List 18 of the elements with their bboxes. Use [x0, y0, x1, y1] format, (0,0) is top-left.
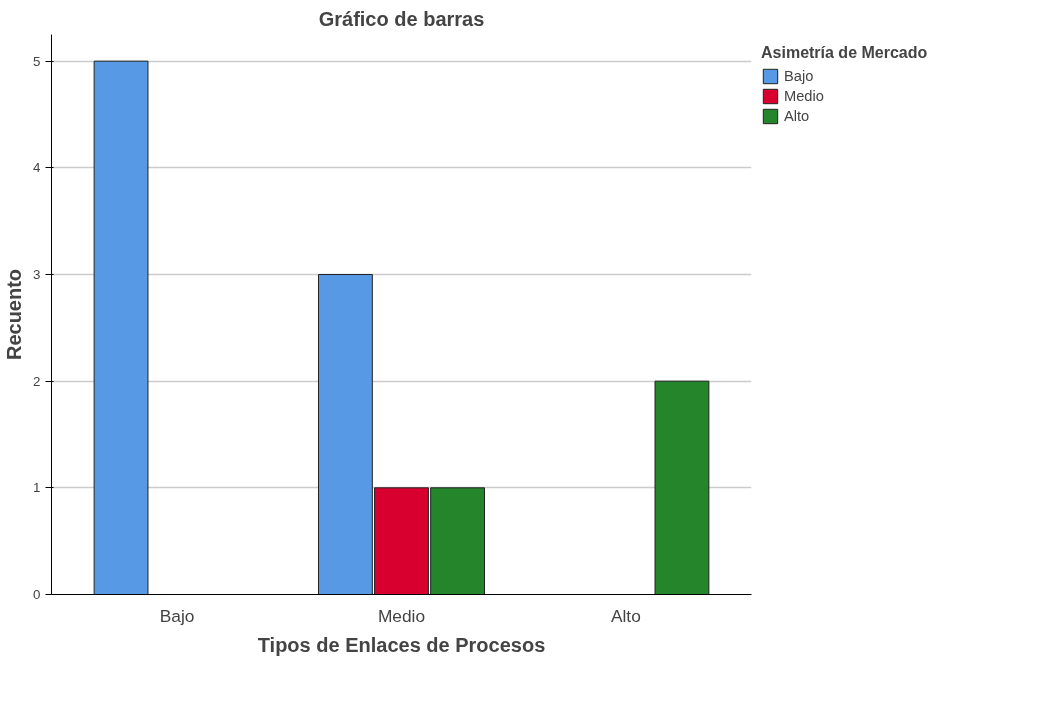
- x-tick-label: Bajo: [159, 605, 195, 626]
- legend-label: Alto: [784, 108, 810, 124]
- legend-label: Bajo: [784, 68, 814, 84]
- y-tick-label: 0: [33, 587, 41, 602]
- y-tick-label: 4: [33, 160, 42, 176]
- x-tick-label: Medio: [377, 605, 426, 626]
- legend-title: Asimetría de Mercado: [761, 44, 928, 62]
- y-tick-label: 2: [33, 373, 41, 389]
- y-tick-label: 5: [33, 53, 41, 69]
- legend-label: Medio: [784, 88, 824, 104]
- chart-title: Gráfico de barras: [318, 7, 485, 30]
- y-axis-title: Recuento: [3, 268, 26, 361]
- bar: [654, 380, 710, 595]
- x-tick-label: Alto: [610, 605, 641, 626]
- bar: [93, 60, 149, 595]
- y-tick-label: 3: [33, 267, 41, 282]
- x-axis-title: Tipos de Enlaces de Procesos: [257, 633, 546, 656]
- y-tick-label: 1: [33, 480, 41, 496]
